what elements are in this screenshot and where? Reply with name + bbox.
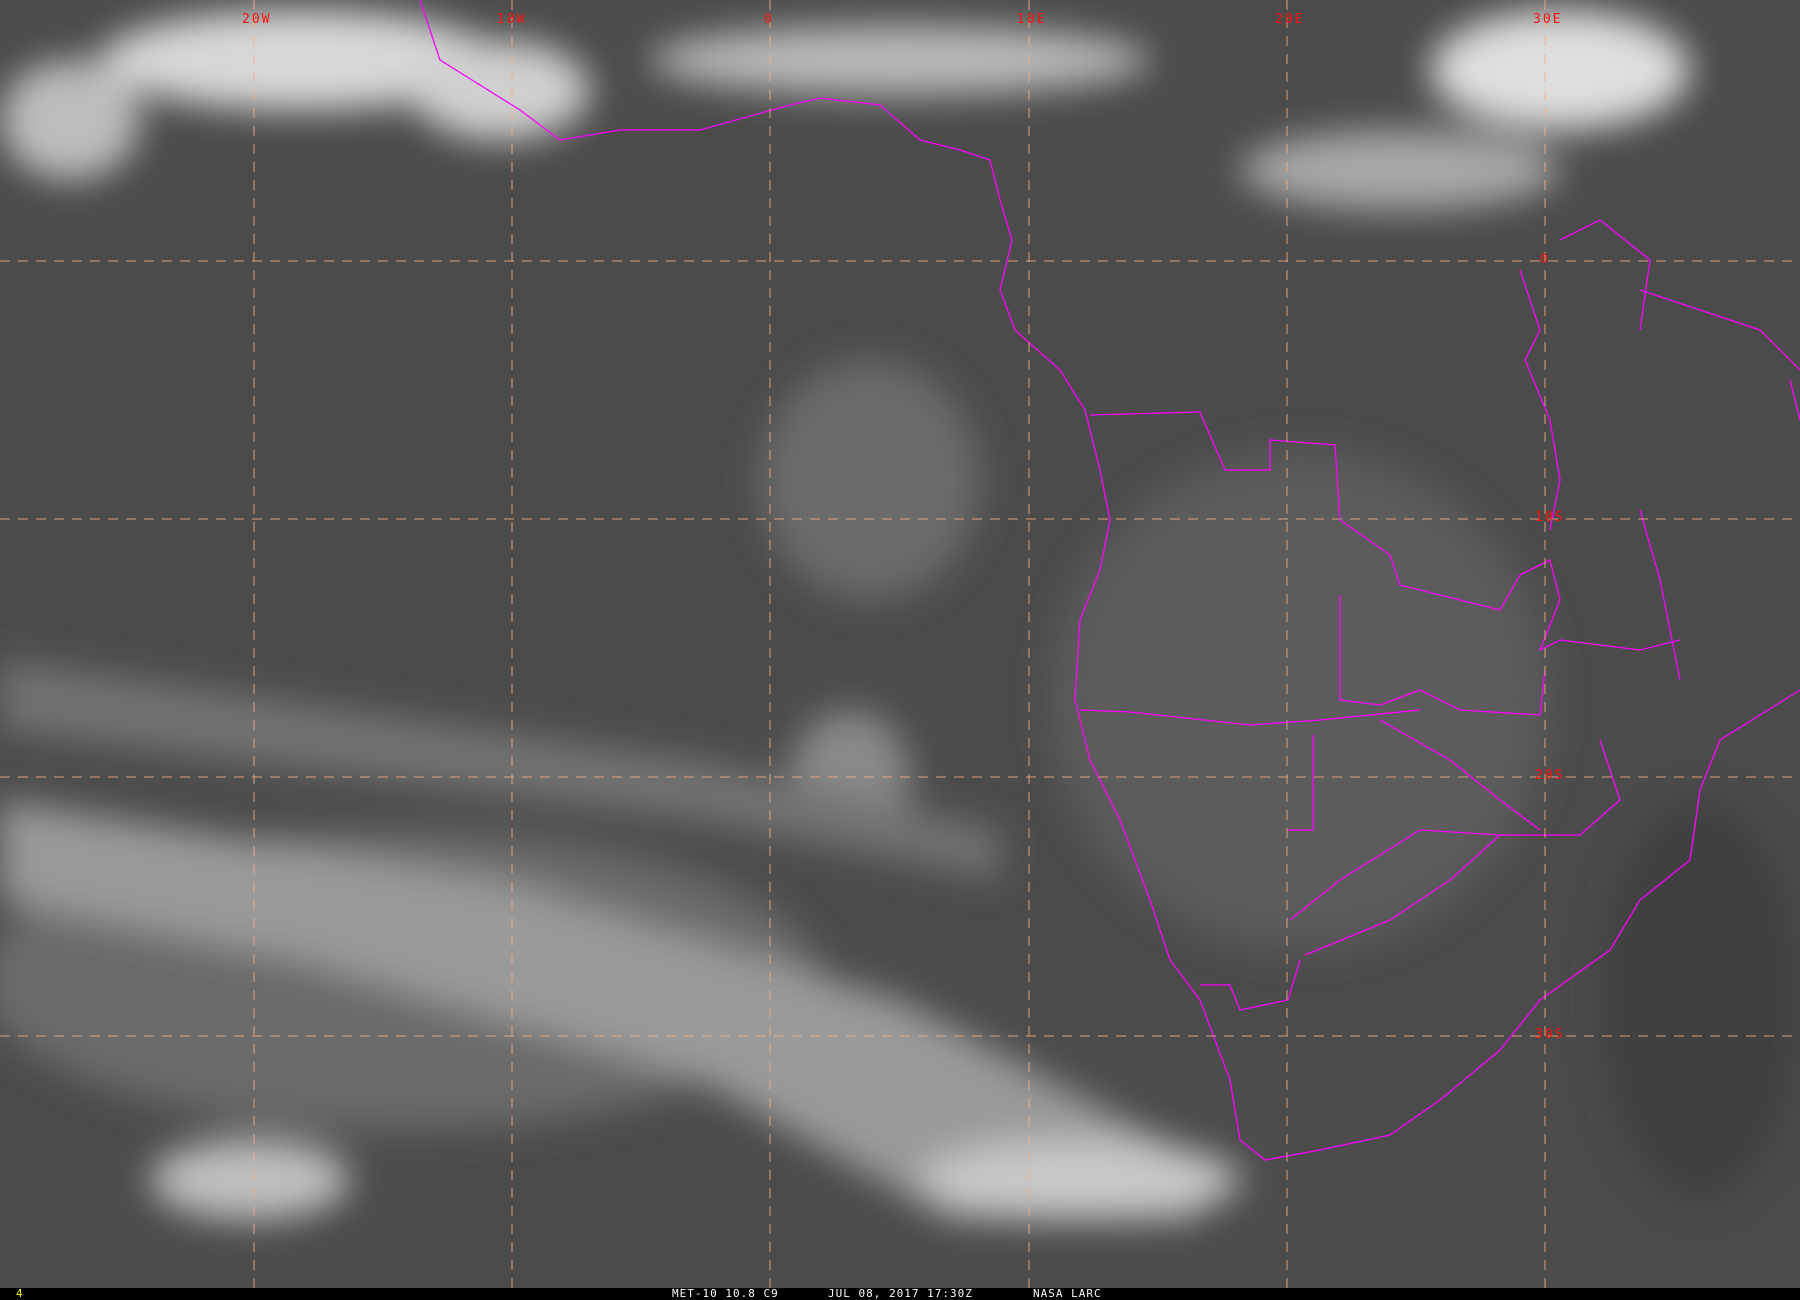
data-source: NASA LARC [1033,1287,1102,1300]
lat-label-0: 0 [1540,252,1550,267]
lon-label-0: 0 [764,12,774,27]
inland-borders [1079,411,1681,1011]
lat-label-20s: 20S [1535,768,1565,783]
east-coast [1519,219,1800,681]
lat-label-10s: 10S [1535,510,1565,525]
lon-label-30e: 30E [1533,12,1563,27]
lon-label-20e: 20E [1275,12,1305,27]
lon-label-10w: 10W [497,12,527,27]
info-bar: 4 MET-10 10.8 C9 JUL 08, 2017 17:30Z NAS… [0,1288,1800,1300]
coastlines-and-borders [419,0,1800,1161]
frame-number: 4 [16,1287,24,1300]
lon-label-10e: 10E [1017,12,1047,27]
lon-label-20w: 20W [242,12,272,27]
madagascar-edge [1789,379,1800,421]
image-datetime: JUL 08, 2017 17:30Z [828,1287,973,1300]
satellite-channel: MET-10 10.8 C9 [672,1287,779,1300]
lat-label-30s: 30S [1535,1027,1565,1042]
west-africa-coast [419,0,1800,1161]
